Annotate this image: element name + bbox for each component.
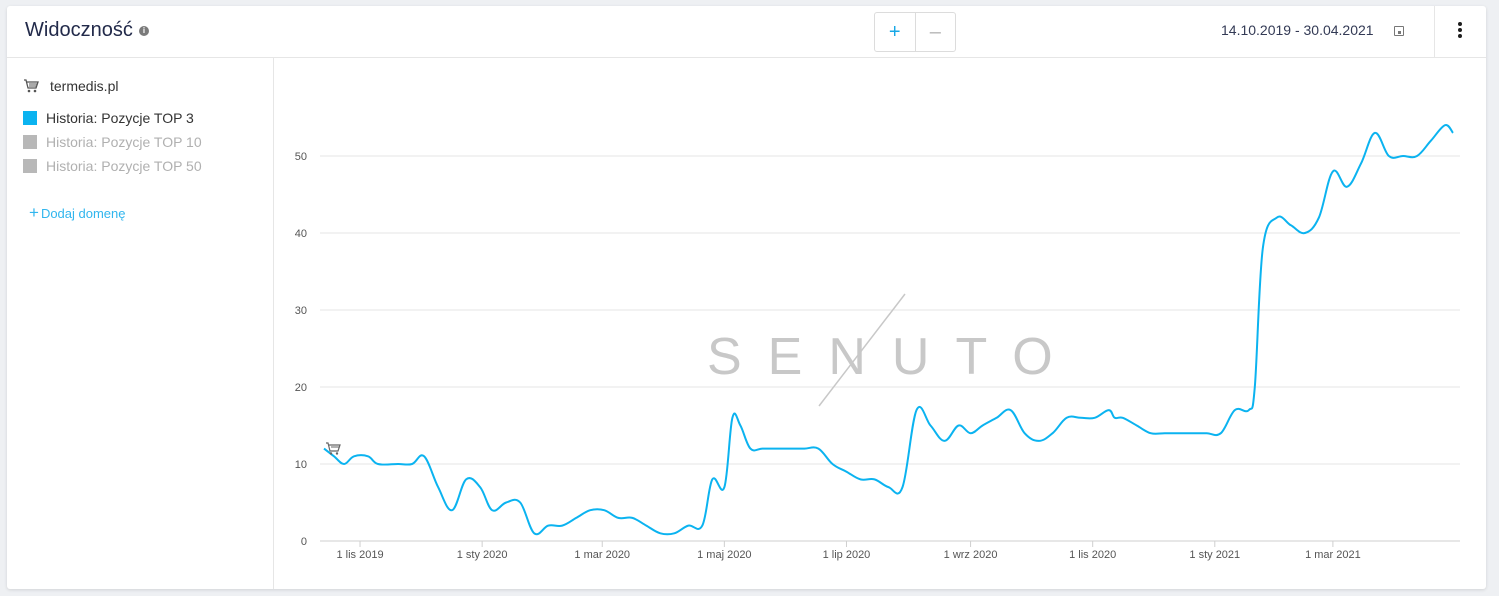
zoom-out-button[interactable]: –: [929, 20, 941, 43]
legend-item-top3[interactable]: Historia: Pozycje TOP 3: [23, 110, 194, 126]
domain-name: termedis.pl: [50, 78, 119, 94]
cart-icon: [24, 79, 39, 93]
x-tick-label: 1 maj 2020: [697, 549, 751, 561]
divider: [1434, 6, 1435, 57]
x-tick-label: 1 sty 2021: [1189, 549, 1240, 561]
y-tick-label: 0: [301, 536, 307, 548]
zoom-in-button[interactable]: +: [875, 13, 916, 51]
legend-item-top50[interactable]: Historia: Pozycje TOP 50: [23, 158, 202, 174]
y-tick-label: 50: [295, 151, 307, 163]
x-tick-label: 1 lis 2019: [336, 549, 383, 561]
x-tick-label: 1 lis 2020: [1069, 549, 1116, 561]
add-domain-button[interactable]: + Dodaj domenę: [29, 203, 126, 223]
watermark-text: SENUTO: [707, 328, 1079, 386]
x-tick-label: 1 lip 2020: [823, 549, 871, 561]
legend-label: Historia: Pozycje TOP 50: [46, 158, 202, 174]
y-tick-label: 30: [295, 305, 307, 317]
y-axis: 0 10 20 30 40 50: [295, 151, 307, 548]
visibility-widget: Widoczność i + – 14.10.2019 - 30.04.2021…: [7, 6, 1486, 589]
domain-row: termedis.pl: [23, 78, 118, 94]
legend-sidebar: termedis.pl Historia: Pozycje TOP 3 Hist…: [7, 58, 274, 589]
legend-item-top10[interactable]: Historia: Pozycje TOP 10: [23, 134, 202, 150]
x-tick-label: 1 mar 2021: [1305, 549, 1361, 561]
info-icon[interactable]: i: [139, 26, 149, 36]
kebab-menu-icon[interactable]: [1457, 22, 1463, 42]
y-tick-label: 20: [295, 382, 307, 394]
legend-label: Historia: Pozycje TOP 10: [46, 134, 202, 150]
zoom-controls: + –: [874, 12, 956, 52]
plus-icon: +: [29, 203, 39, 222]
watermark-slash: [818, 293, 906, 407]
widget-title: Widoczność: [25, 19, 133, 41]
series-line-top3[interactable]: [323, 124, 1454, 536]
y-tick-label: 10: [295, 459, 307, 471]
add-domain-label: Dodaj domenę: [40, 206, 126, 221]
x-tick-label: 1 sty 2020: [457, 549, 508, 561]
x-tick-label: 1 wrz 2020: [944, 549, 998, 561]
legend-swatch: [23, 111, 37, 125]
chart-series: [323, 124, 1454, 536]
calendar-icon[interactable]: [1394, 26, 1404, 36]
legend-swatch: [23, 135, 37, 149]
legend-swatch: [23, 159, 37, 173]
x-axis: 1 lis 2019 1 sty 2020 1 mar 2020 1 maj 2020…: [336, 541, 1361, 561]
senuto-watermark: SENUTO: [707, 293, 1079, 407]
widget-header: Widoczność i + – 14.10.2019 - 30.04.2021: [7, 6, 1486, 58]
y-tick-label: 40: [295, 228, 307, 240]
visibility-chart: 0 10 20 30 40 50 1 lis 2019 1 sty 2020 1 mar 20…: [295, 124, 1460, 561]
cart-icon: [326, 442, 341, 455]
legend-label: Historia: Pozycje TOP 3: [46, 110, 194, 126]
x-tick-label: 1 mar 2020: [574, 549, 630, 561]
date-range[interactable]: 14.10.2019 - 30.04.2021: [1221, 22, 1374, 38]
chart-grid: [320, 155, 1460, 542]
